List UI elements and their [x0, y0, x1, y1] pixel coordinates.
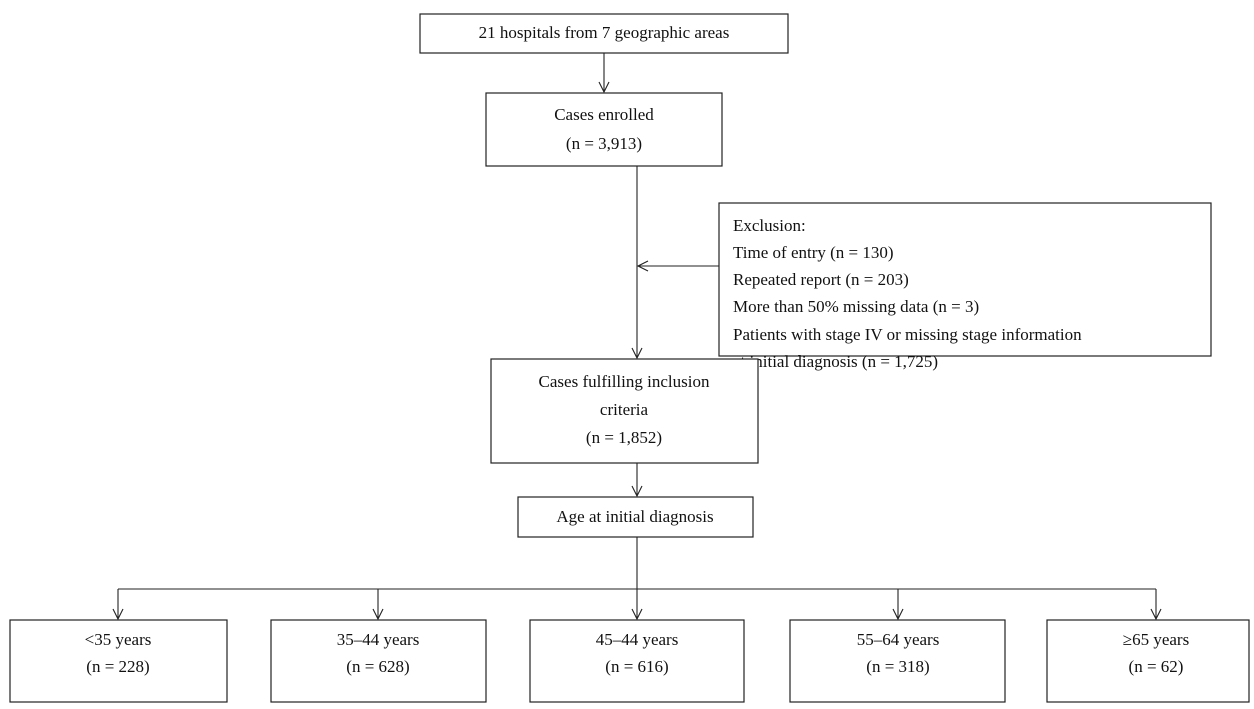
box	[529, 619, 745, 703]
box-text: (n = 1,852)	[586, 428, 662, 447]
box-text: 45–44 years	[596, 630, 679, 649]
box-text: at initial diagnosis (n = 1,725)	[733, 352, 938, 371]
box-text: 35–44 years	[337, 630, 420, 649]
box-text: <35 years	[85, 630, 152, 649]
box-text: Age at initial diagnosis	[556, 507, 713, 526]
box	[270, 619, 487, 703]
box-text: Repeated report (n = 203)	[733, 270, 909, 289]
box-text: 21 hospitals from 7 geographic areas	[479, 23, 730, 42]
box-text: More than 50% missing data (n = 3)	[733, 297, 979, 316]
box	[490, 358, 759, 464]
box-text: 55–64 years	[857, 630, 940, 649]
box-text: Cases enrolled	[554, 105, 654, 124]
box	[1046, 619, 1250, 703]
box-text: criteria	[600, 400, 649, 419]
box-text: Time of entry (n = 130)	[733, 243, 894, 262]
box-text: (n = 62)	[1129, 657, 1184, 676]
box-text: ≥65 years	[1123, 630, 1189, 649]
box	[517, 496, 754, 538]
box-text: (n = 616)	[605, 657, 668, 676]
box-text: (n = 3,913)	[566, 134, 642, 153]
box-text: (n = 318)	[866, 657, 929, 676]
exclusion-box	[718, 202, 1212, 357]
box	[485, 92, 723, 167]
box	[9, 619, 228, 703]
box-text: (n = 228)	[86, 657, 149, 676]
box-text: (n = 628)	[346, 657, 409, 676]
box-text: Exclusion:	[733, 216, 806, 235]
box	[419, 13, 789, 54]
box-text: Cases fulfilling inclusion	[539, 372, 710, 391]
box	[789, 619, 1006, 703]
box-text: Patients with stage IV or missing stage …	[733, 325, 1082, 344]
